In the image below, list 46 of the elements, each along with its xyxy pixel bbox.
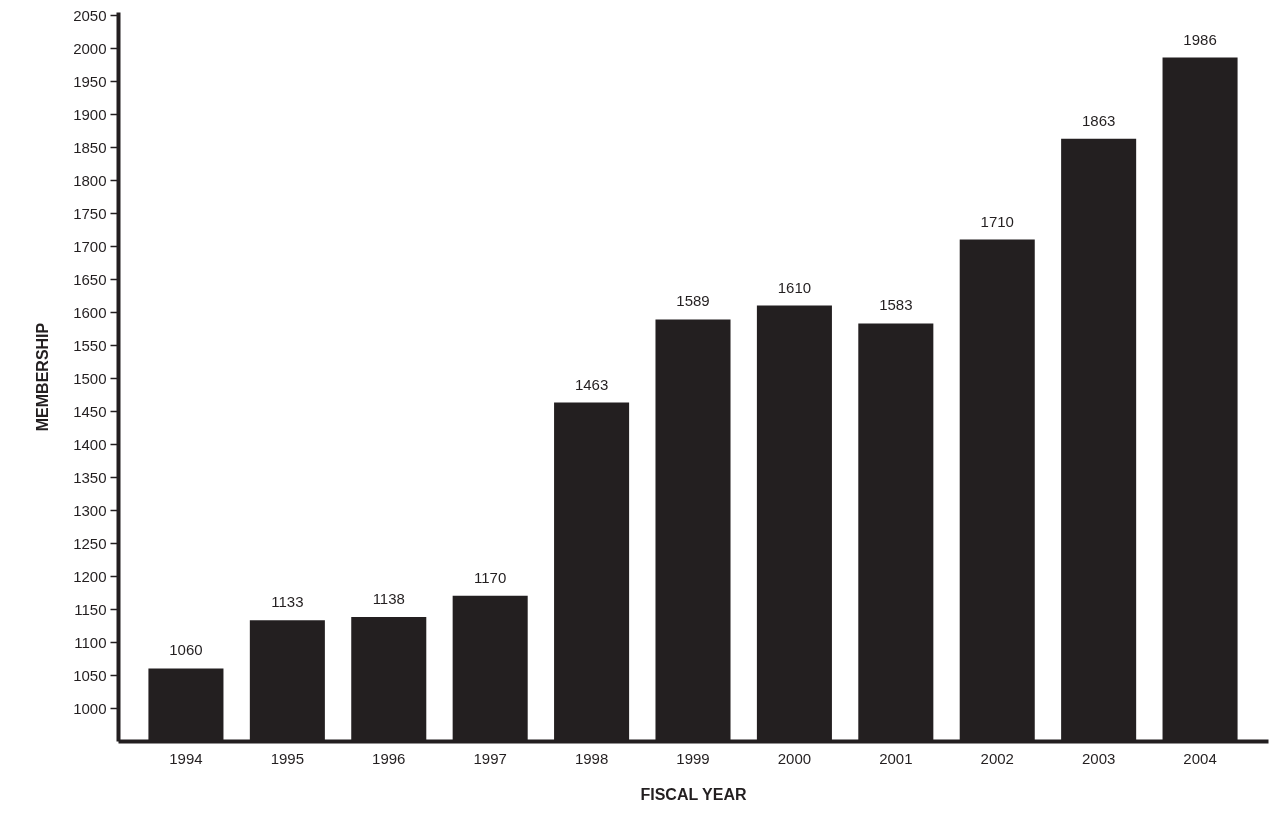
data-label: 1589	[676, 292, 710, 310]
x-tick-label: 1996	[372, 749, 406, 767]
x-axis-title: FISCAL YEAR	[640, 785, 747, 803]
y-tick-label: 1050	[73, 666, 107, 684]
y-tick-label: 1350	[73, 468, 107, 486]
y-tick-label: 1700	[73, 237, 107, 255]
data-label: 1986	[1183, 30, 1217, 48]
y-tick-label: 1900	[73, 105, 107, 123]
y-tick-label: 1950	[73, 72, 107, 90]
y-tick-label: 1300	[73, 501, 107, 519]
data-label: 1060	[169, 641, 203, 659]
y-tick-label: 1850	[73, 138, 107, 156]
y-tick-label: 1600	[73, 303, 107, 321]
x-tick-label: 2004	[1183, 749, 1217, 767]
y-tick-label: 1200	[73, 567, 107, 585]
x-tick-label: 2001	[879, 749, 913, 767]
x-tick-label: 2000	[777, 749, 812, 767]
y-tick-label: 1550	[73, 336, 107, 354]
y-tick-label: 1400	[73, 435, 107, 453]
data-label: 1610	[777, 278, 812, 296]
data-label: 1463	[574, 375, 609, 393]
y-tick-label: 1750	[73, 204, 107, 222]
x-tick-label: 2003	[1081, 749, 1116, 767]
x-tick-label: 1998	[574, 749, 609, 767]
data-label: 1133	[271, 593, 304, 611]
data-label: 1710	[980, 212, 1014, 230]
y-tick-label: 1250	[73, 534, 107, 552]
x-tick-label: 2002	[980, 749, 1014, 767]
x-tick-label: 1994	[169, 749, 203, 767]
data-label: 1138	[372, 589, 405, 607]
y-tick-label: 1000	[73, 699, 107, 717]
x-tick-label: 1997	[473, 749, 507, 767]
y-tick-label: 1100	[74, 633, 107, 651]
data-label: 1170	[474, 568, 507, 586]
x-tick-label: 1995	[270, 749, 305, 767]
data-label: 1863	[1081, 111, 1116, 129]
y-tick-label: 1650	[73, 270, 107, 288]
x-tick-label: 1999	[676, 749, 710, 767]
y-tick-label: 2050	[73, 6, 107, 24]
y-tick-label: 1500	[73, 369, 107, 387]
y-tick-label: 1450	[73, 402, 107, 420]
y-tick-label: 1150	[74, 600, 107, 618]
y-tick-label: 1800	[73, 171, 107, 189]
y-tick-label: 2000	[73, 39, 107, 57]
y-axis-title: MEMBERSHIP	[34, 322, 52, 432]
data-label: 1583	[879, 296, 913, 314]
